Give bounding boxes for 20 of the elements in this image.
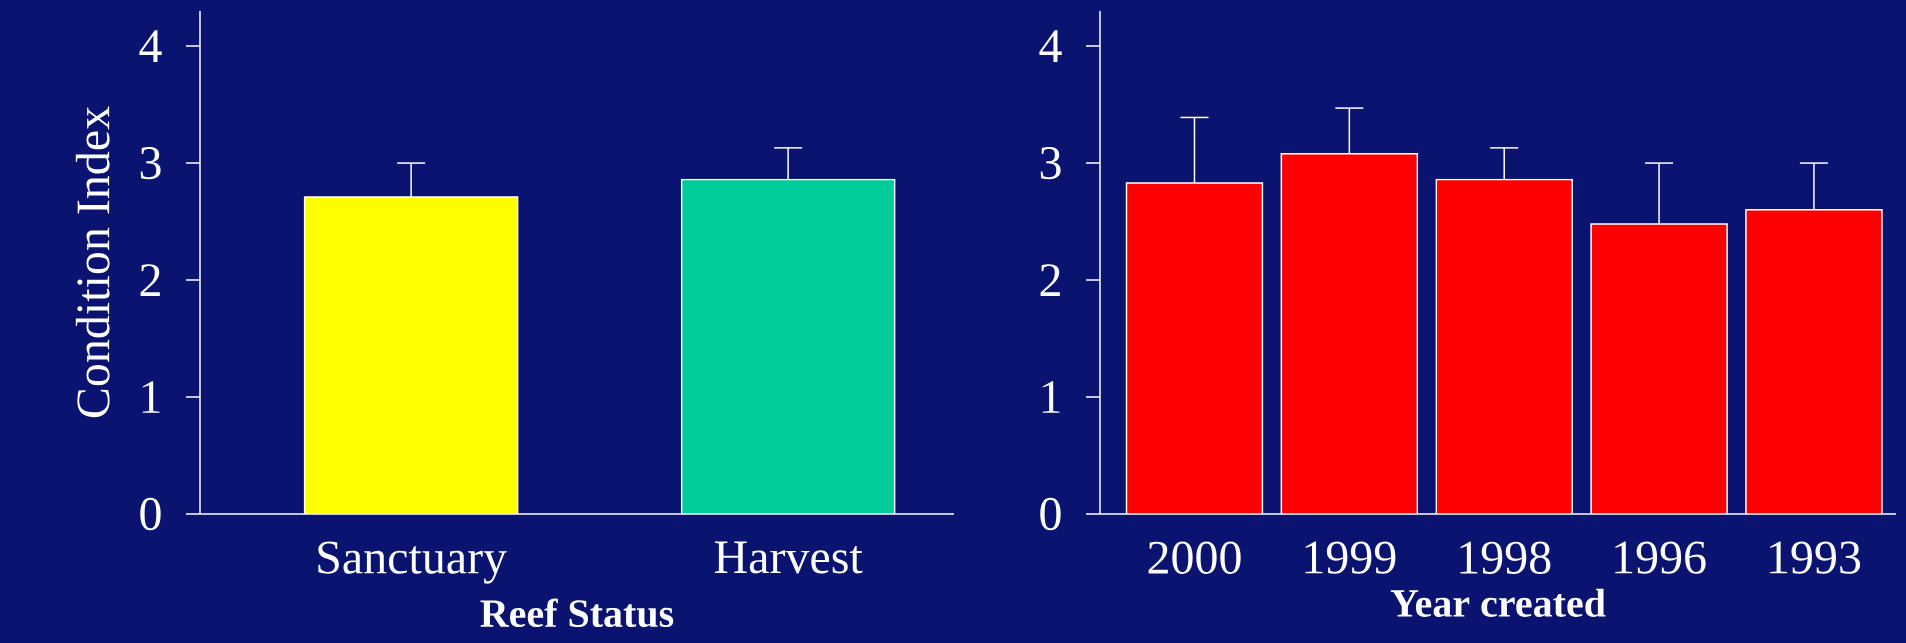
x-axis-title: Reef Status xyxy=(480,598,674,628)
x-tick-label: 1993 xyxy=(1770,541,1861,574)
y-tick-label: 3 xyxy=(140,146,161,180)
x-tick-label: 1998 xyxy=(1460,541,1551,574)
y-tick-label: 4 xyxy=(139,30,162,62)
x-tick-label: 1996 xyxy=(1615,541,1706,574)
y-tick-label: 1 xyxy=(142,381,160,413)
y-tick-label: 0 xyxy=(1040,497,1061,531)
y-tick-label: 0 xyxy=(140,497,161,531)
x-tick-label: 2000 xyxy=(1148,541,1241,574)
x-tick-label: Harvest xyxy=(714,541,863,574)
y-tick-label: 2 xyxy=(1040,264,1060,296)
x-tick-label: 1999 xyxy=(1305,541,1396,574)
x-axis-title: Year created xyxy=(1390,588,1606,617)
y-tick-label: 4 xyxy=(1039,30,1062,62)
x-tick-label: Sanctuary xyxy=(318,541,507,584)
y-tick-label: 2 xyxy=(140,264,160,296)
y-tick-label: 1 xyxy=(1042,381,1060,413)
y-axis-title: Condition Index xyxy=(75,106,110,418)
y-tick-label: 3 xyxy=(1040,146,1061,180)
